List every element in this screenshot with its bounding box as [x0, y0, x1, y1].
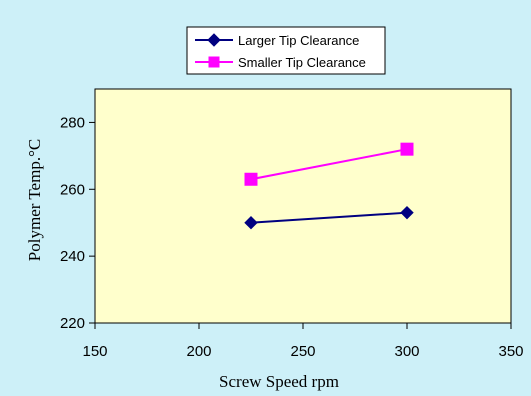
x-tick-label: 250	[290, 343, 315, 360]
series-smaller-tip-clearance	[244, 142, 414, 186]
legend: Larger Tip Clearance Smaller Tip Clearan…	[186, 26, 386, 75]
x-tick-label: 150	[82, 343, 107, 360]
series-larger-tip-clearance	[244, 205, 414, 230]
y-tick-label: 240	[60, 248, 85, 265]
y-tick-label: 280	[60, 114, 85, 131]
y-tick-label: 260	[60, 181, 85, 198]
x-tick-label: 200	[186, 343, 211, 360]
data-point-smaller-tip-clearance	[244, 172, 258, 186]
legend-label-larger-tip-clearance: Larger Tip Clearance	[238, 33, 359, 48]
x-axis-ticks: 150 200 250 300 350	[82, 323, 524, 360]
legend-box	[186, 26, 386, 75]
series-line-larger-tip-clearance	[250, 211, 408, 224]
legend-label-smaller-tip-clearance: Smaller Tip Clearance	[238, 55, 366, 70]
legend-marker-smaller-tip-clearance	[208, 56, 220, 68]
x-tick-label: 300	[394, 343, 419, 360]
legend-marker-larger-tip-clearance	[207, 33, 221, 47]
x-axis-title: Screw Speed rpm	[219, 372, 339, 391]
series-layer	[244, 142, 414, 230]
y-axis-ticks: 220 240 260 280	[60, 114, 95, 332]
data-point-smaller-tip-clearance	[400, 142, 414, 156]
series-line-smaller-tip-clearance	[250, 148, 408, 181]
y-axis-title: Polymer Temp.°C	[25, 139, 44, 261]
data-point-larger-tip-clearance	[244, 216, 258, 230]
data-point-larger-tip-clearance	[400, 205, 414, 220]
plot-area	[94, 88, 512, 324]
x-tick-label: 350	[498, 343, 523, 360]
y-tick-label: 220	[60, 315, 85, 332]
